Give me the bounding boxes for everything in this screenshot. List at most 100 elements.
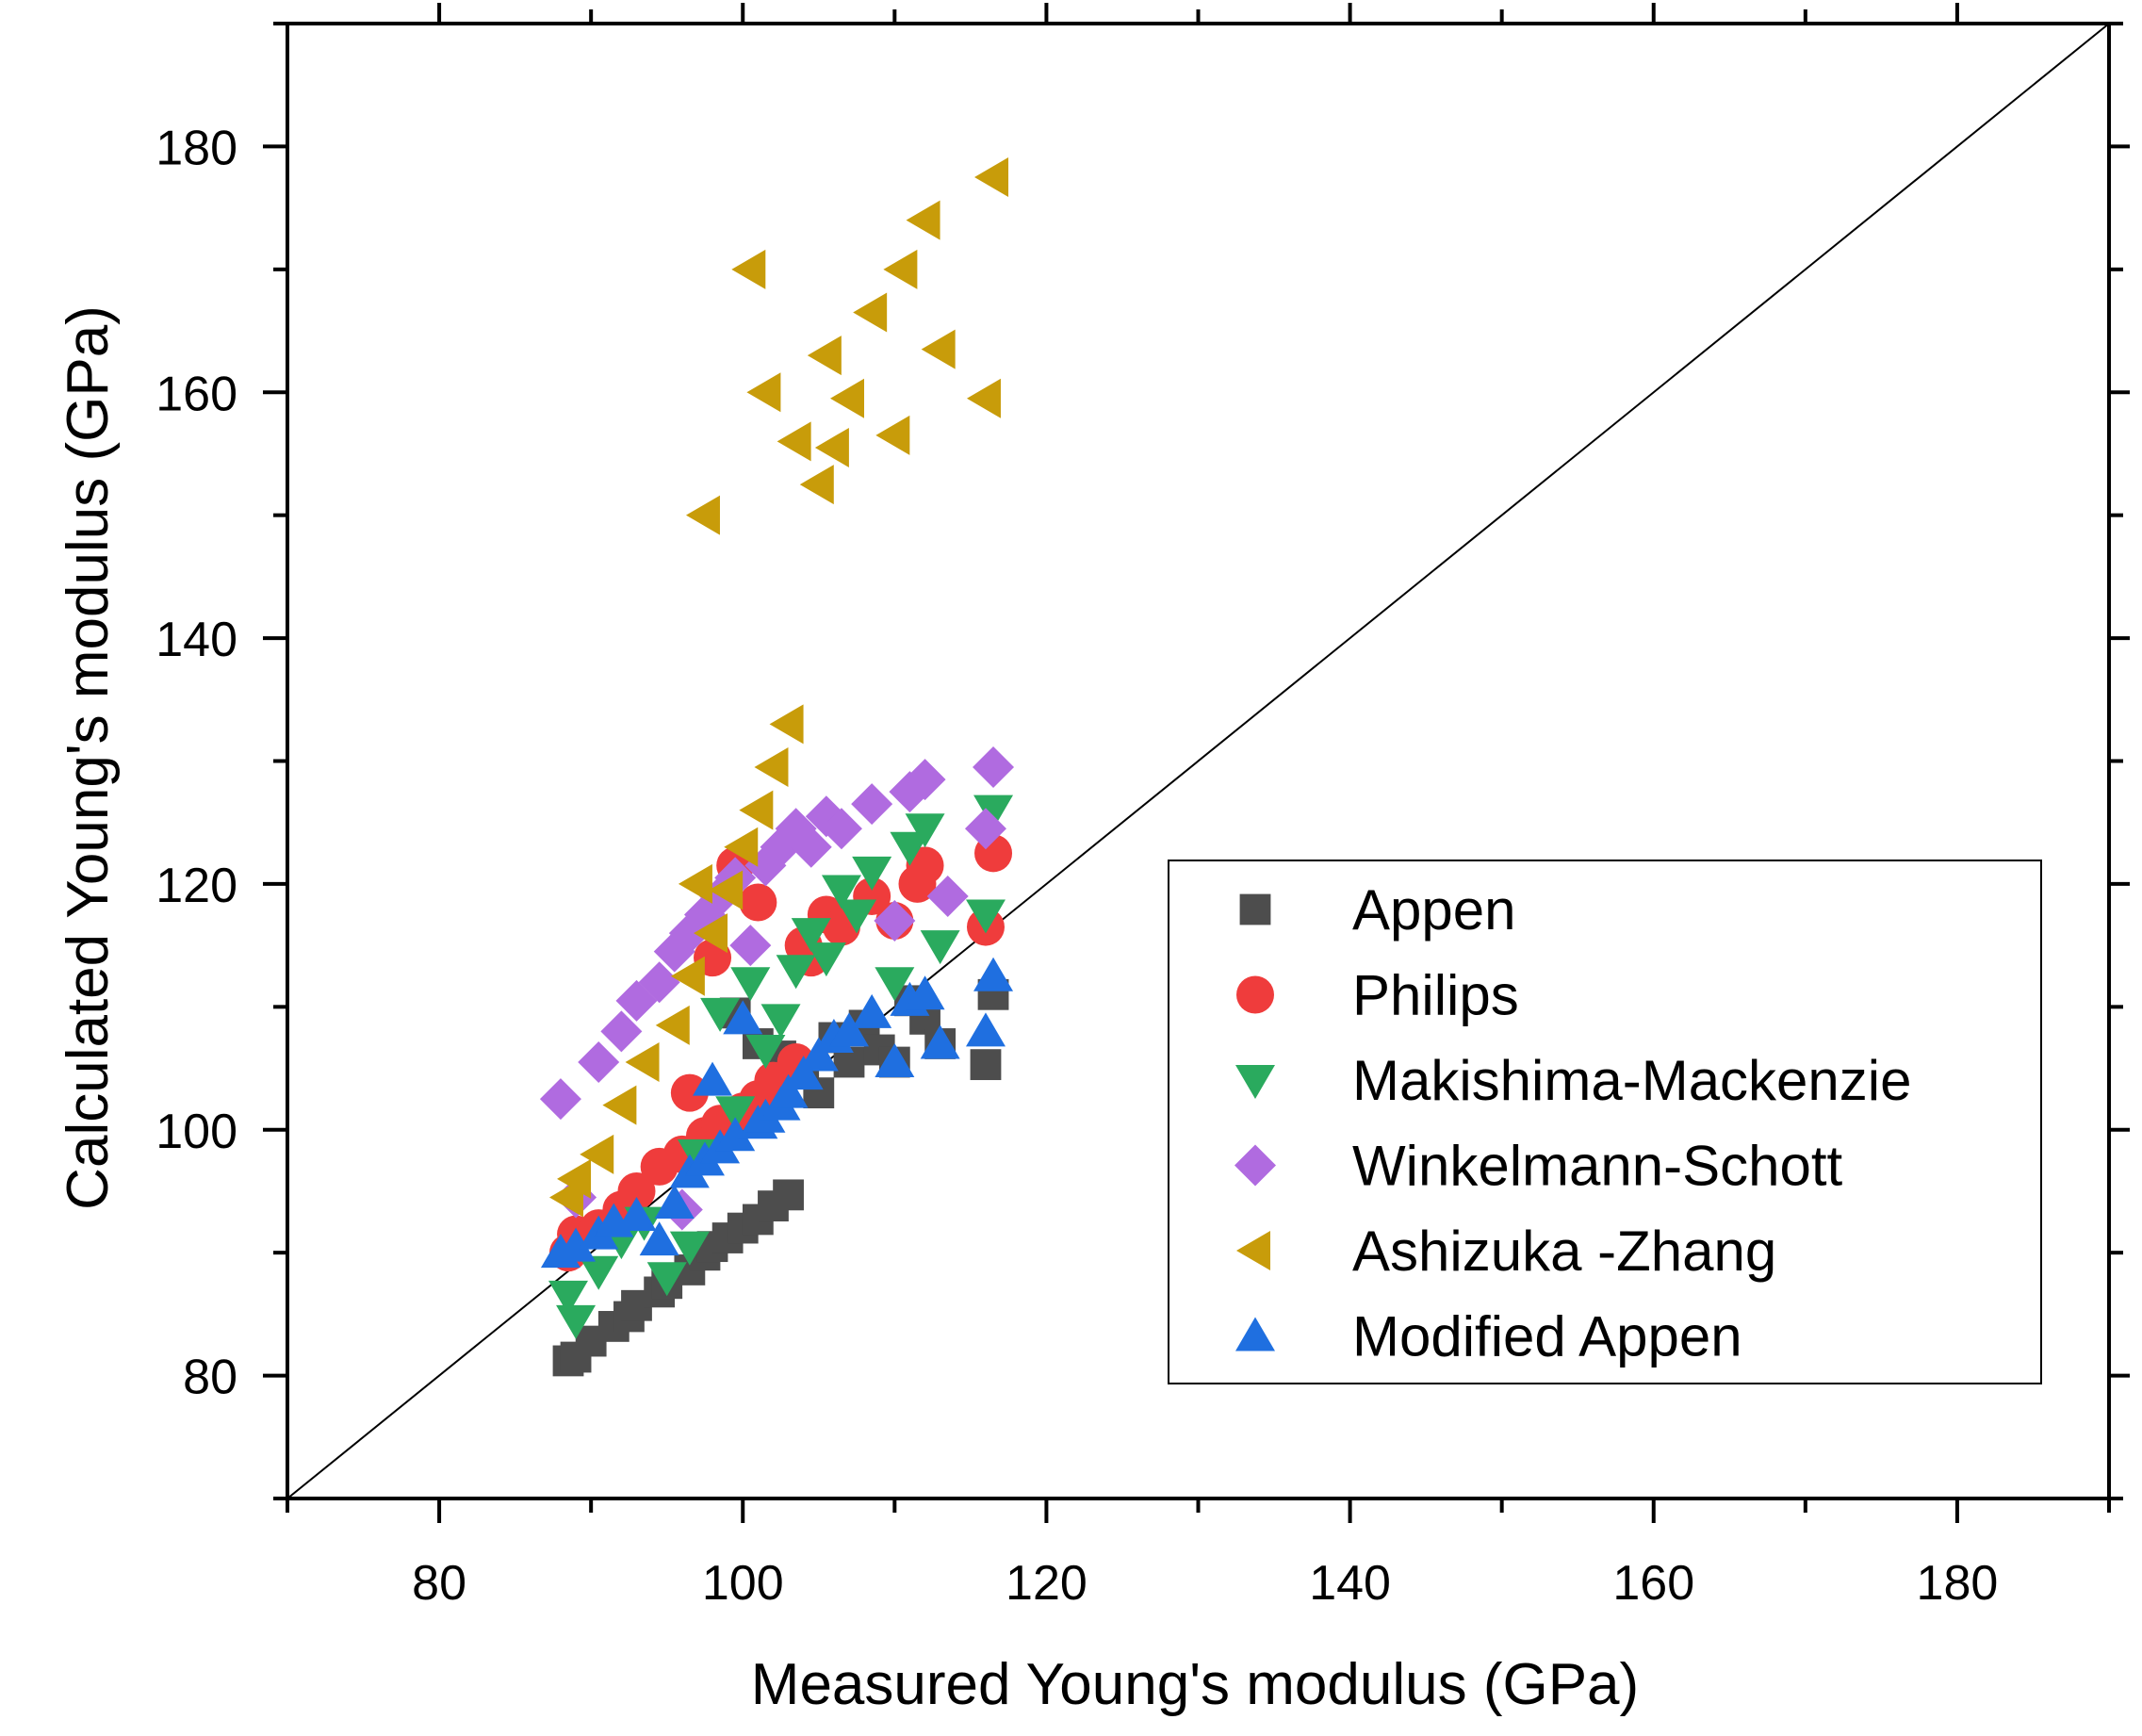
x-axis-title: Measured Young's modulus (GPa) [751,1652,1639,1717]
data-point [875,415,910,455]
legend: Appen Philips Makishima-Mackenzie Winkelman… [1168,860,2042,1384]
data-point [776,955,816,990]
data-point [715,1096,756,1131]
y-tick-label: 100 [155,1105,237,1159]
axis-ticks [263,3,2130,1523]
y-tick-label: 120 [155,859,237,913]
data-point [693,1061,733,1096]
data-point [906,200,940,240]
x-tick-label: 160 [1612,1556,1694,1611]
data-point [905,813,945,848]
data-point [920,1024,960,1059]
legend-marker [1236,1231,1270,1270]
data-point [904,759,946,801]
data-point [773,1179,804,1211]
data-point [715,1117,756,1152]
data-point [646,1262,687,1297]
data-point [685,495,720,535]
data-point [853,292,888,333]
data-point [625,1042,660,1083]
data-point [875,967,915,1002]
legend-label: Modified Appen [1352,1305,1742,1368]
series-modified-appen [540,957,1014,1269]
data-point [700,997,741,1032]
legend-marker [1235,1144,1276,1187]
data-point [539,1078,581,1121]
data-point [724,827,759,867]
data-point [655,1005,690,1045]
data-point [654,1185,695,1219]
data-point [973,746,1015,789]
data-point [580,1134,614,1174]
data-point [556,1227,597,1262]
data-point [777,421,811,462]
data-point [807,336,842,376]
legend-label: Ashizuka -Zhang [1352,1220,1776,1283]
data-point [965,1012,1006,1047]
data-point [791,918,831,953]
legend-marker [1235,1065,1275,1099]
data-point [600,1010,643,1053]
data-point [874,900,916,942]
y-tick-label: 180 [155,121,237,175]
data-point [556,1304,597,1339]
y-tick-label: 160 [155,367,237,421]
data-point [830,378,865,418]
x-tick-label: 100 [702,1556,784,1611]
data-point [814,427,849,467]
legend-label: Appen [1352,878,1516,942]
legend-box [1168,860,2042,1384]
data-point [883,249,918,289]
data-point [760,1004,801,1039]
y-tick-label: 140 [155,613,237,667]
data-point [579,1255,619,1290]
y-axis-title: Calculated Young's modulus (GPa) [56,305,121,1210]
legend-marker [1235,1317,1275,1351]
data-point [617,1171,656,1210]
data-point [739,883,777,922]
data-point [754,747,789,788]
data-point [578,1041,620,1084]
data-point [798,1037,839,1072]
data-point [837,899,877,934]
data-point [723,1000,763,1035]
data-point [670,956,705,996]
data-point [678,863,712,904]
data-point [890,831,930,866]
data-point [639,1221,679,1256]
data-point [970,1049,1002,1081]
data-point [768,1073,809,1108]
data-point [921,329,956,369]
data-point [739,790,774,830]
data-point [616,1197,657,1232]
data-point [790,826,832,868]
data-point [966,378,1001,418]
data-point [670,1073,709,1112]
data-point [638,961,680,1004]
data-point [709,870,744,910]
data-point [730,967,771,1002]
series-ashizuka-zhang [549,157,1009,1218]
data-point [920,930,960,965]
y-tick-label: 80 [183,1351,237,1405]
data-point [799,465,834,505]
data-point [973,957,1014,991]
data-point [974,157,1009,198]
data-point [557,1158,592,1199]
legend-label: Makishima-Mackenzie [1352,1049,1912,1112]
data-point [821,875,861,909]
data-point [602,1085,637,1125]
legend-marker [1239,893,1271,925]
data-point [851,783,893,826]
reference-line [286,23,2110,1499]
data-point [829,1012,870,1047]
data-point [973,794,1014,829]
data-point [820,808,862,850]
data-point [729,925,772,967]
x-tick-label: 140 [1309,1556,1391,1611]
data-point [548,1280,589,1315]
data-point [926,875,969,917]
data-point [745,1034,786,1069]
data-point [669,1231,710,1266]
data-point [783,1056,824,1090]
